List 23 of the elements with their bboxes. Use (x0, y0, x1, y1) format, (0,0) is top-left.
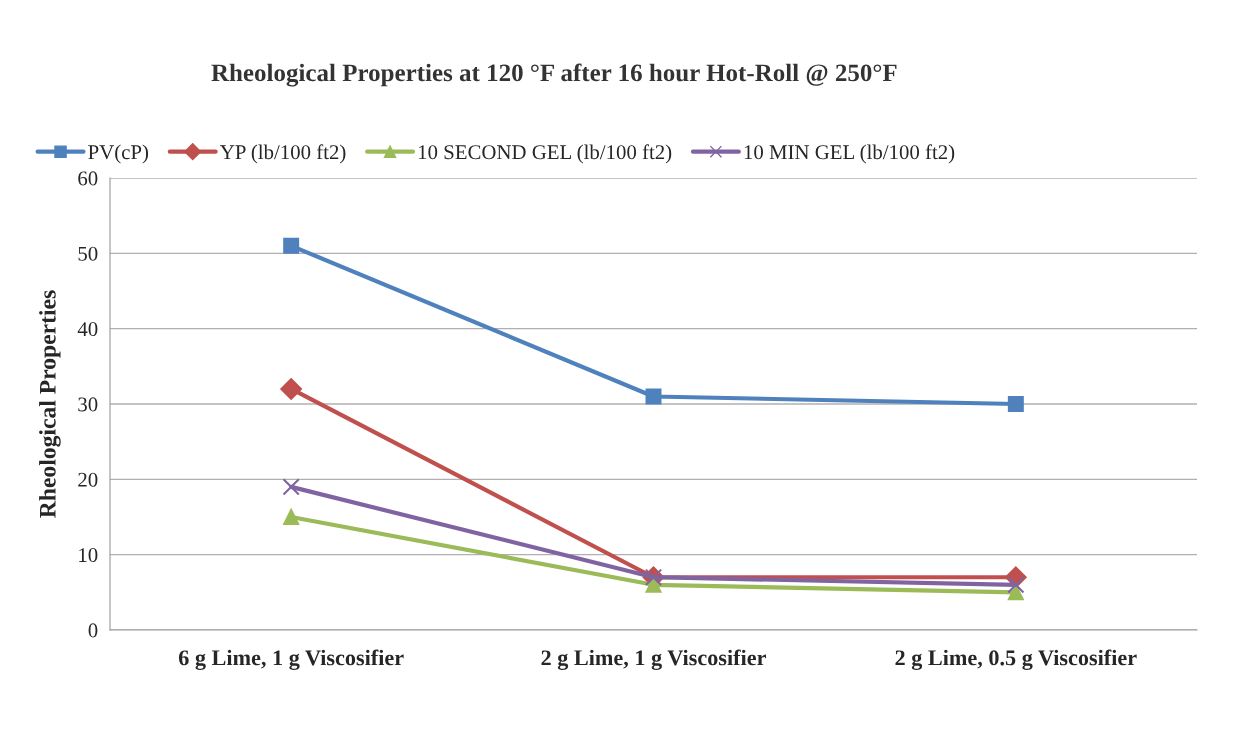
point (1007, 576, 1025, 594)
x-tick-label: 2 g Lime, 1 g Viscosifier (541, 649, 766, 670)
point (282, 478, 300, 496)
y-tick-label: 20 (78, 472, 98, 487)
point (283, 237, 300, 254)
legend-label: YP (lb/100 ft2) (220, 144, 346, 164)
legend-label: 10 SECOND GEL (lb/100 ft2) (418, 144, 672, 164)
y-tick-label: 30 (78, 397, 98, 412)
y-tick-label: 0 (88, 623, 98, 638)
chart-title: Rheological Properties at 120 °F after 16 hour Hot-Roll @ 250°F (211, 63, 897, 87)
y-tick-label: 10 (79, 548, 98, 563)
y-tick-label: 50 (78, 246, 98, 261)
point (283, 509, 300, 525)
legend-label: 10 MIN GEL (lb/100 ft2) (744, 144, 955, 164)
legend-label: PV(cP) (88, 144, 149, 164)
point (645, 388, 662, 405)
point (280, 378, 303, 400)
y-tick-label: 60 (78, 171, 98, 186)
y-tick-label: 40 (77, 322, 98, 337)
x-tick-label: 2 g Lime, 0.5 g Viscosifier (895, 649, 1137, 670)
y-axis-title: Rheological Properties (39, 290, 61, 518)
point (1007, 396, 1024, 412)
x-tick-label: 6 g Lime, 1 g Viscosifier (178, 649, 404, 670)
